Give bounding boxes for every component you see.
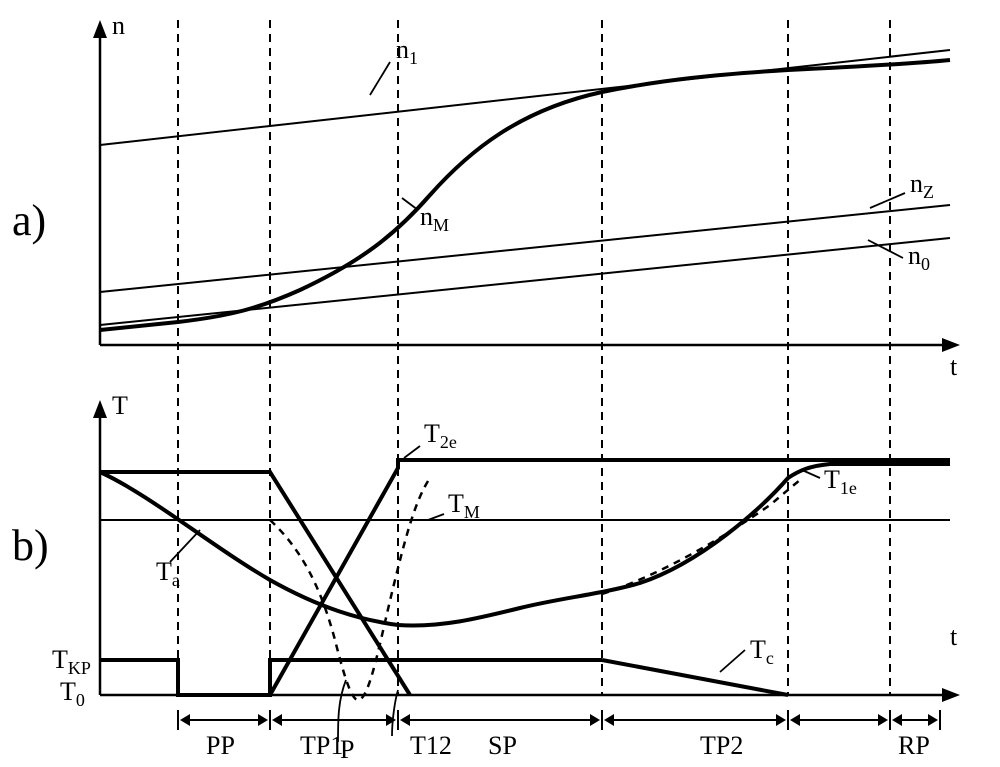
svg-text:T1e: T1e bbox=[824, 465, 857, 498]
panel-a-label: a) bbox=[12, 196, 46, 245]
svg-text:nM: nM bbox=[420, 202, 449, 235]
phase-label-PP: PP bbox=[206, 731, 235, 760]
svg-text:Tc: Tc bbox=[750, 635, 774, 668]
svg-text:n0: n0 bbox=[908, 241, 930, 274]
line-n0 bbox=[100, 238, 950, 325]
svg-text:T0: T0 bbox=[60, 677, 85, 710]
svg-text:n: n bbox=[112, 11, 125, 40]
diagram-svg: a)ntn1nMnZn0b)TtT2eT1eTMTaTcTKPT0PPPTP1T… bbox=[0, 0, 1000, 767]
svg-text:T2e: T2e bbox=[424, 419, 457, 452]
svg-text:t: t bbox=[950, 622, 958, 651]
phase-label-RP: RP bbox=[898, 731, 930, 760]
svg-text:n1: n1 bbox=[396, 35, 418, 68]
svg-text:t: t bbox=[950, 352, 958, 381]
svg-text:Ta: Ta bbox=[156, 557, 180, 590]
line-Tc bbox=[602, 660, 788, 695]
svg-text:T: T bbox=[112, 391, 128, 420]
curve-nM bbox=[100, 60, 950, 330]
panel-b-label: b) bbox=[12, 521, 49, 570]
phase-label-TP2: TP2 bbox=[700, 731, 743, 760]
line-n1 bbox=[100, 50, 950, 145]
line-TKP bbox=[100, 660, 602, 695]
svg-text:TKP: TKP bbox=[52, 645, 91, 678]
phase-label-T12: T12 bbox=[410, 731, 452, 760]
svg-text:nZ: nZ bbox=[910, 169, 934, 202]
line-nZ bbox=[100, 205, 950, 292]
curve-T1e bbox=[100, 464, 950, 626]
phase-label-TP1: TP1 bbox=[300, 731, 343, 760]
phase-label-SP: SP bbox=[488, 731, 517, 760]
svg-text:TM: TM bbox=[448, 489, 480, 522]
